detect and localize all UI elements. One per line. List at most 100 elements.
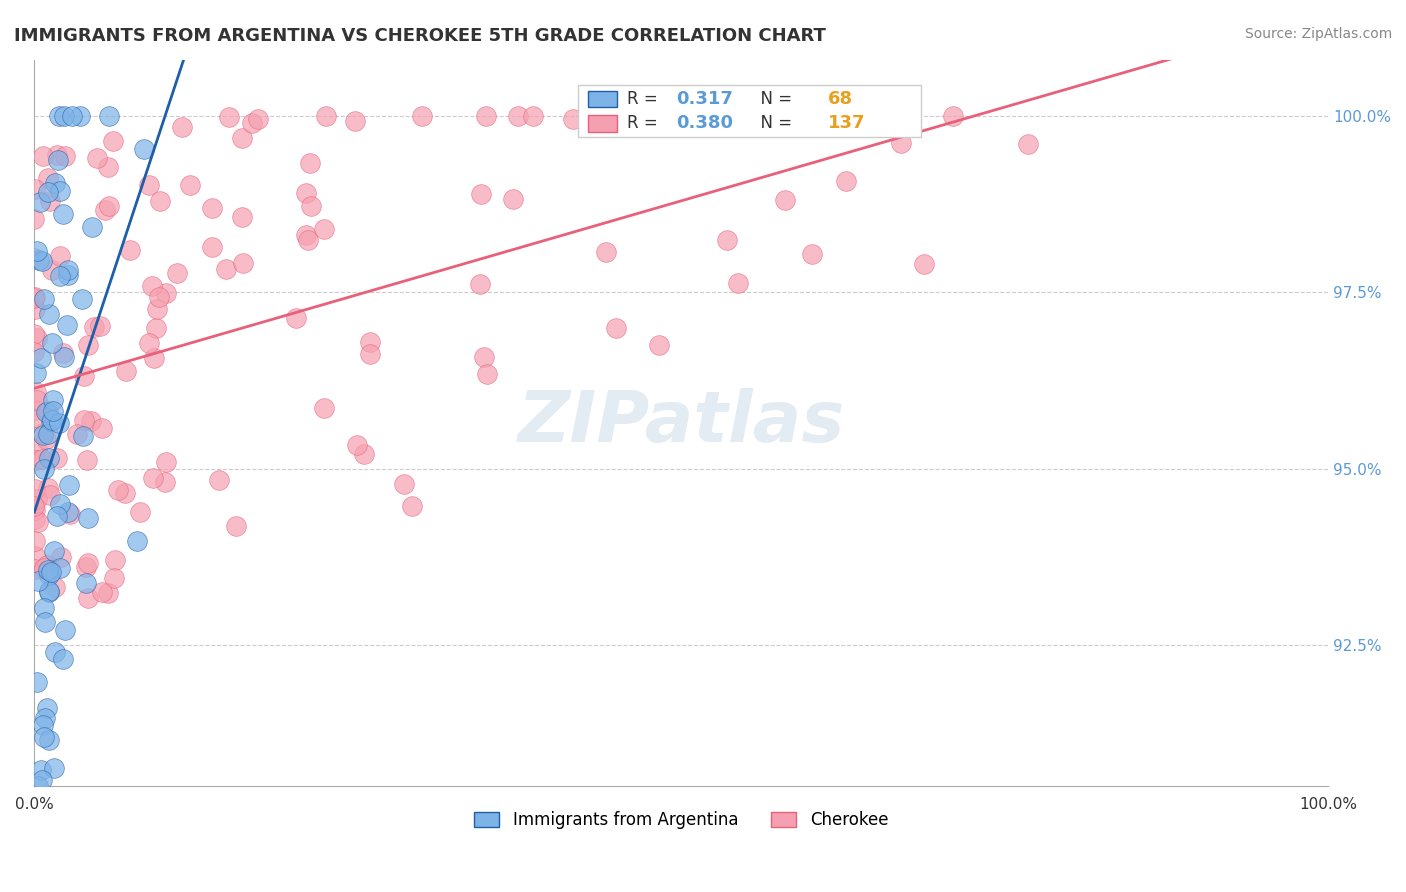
Point (42, 761, 65, 775)
Point (522, 109, 544, 123)
Point (114, 485, 136, 500)
Point (30, 351, 52, 366)
Point (155, 285, 177, 300)
Point (1017, 136, 1039, 151)
Point (32, 560, 55, 574)
Point (52, 109, 75, 123)
Legend: Immigrants from Argentina, Cherokee: Immigrants from Argentina, Cherokee (468, 805, 896, 836)
Point (41, 413, 63, 427)
Point (56, 318, 79, 333)
Point (48, 184, 70, 198)
Point (38, 584, 60, 599)
Point (48, 249, 70, 263)
Point (38, 733, 60, 747)
Point (38, 584, 60, 599)
Point (31, 254, 53, 268)
Point (605, 321, 627, 335)
Point (60, 109, 83, 123)
Point (86, 151, 108, 165)
Point (77, 556, 100, 570)
Point (22, 499, 45, 513)
Point (24, 482, 46, 496)
FancyBboxPatch shape (588, 115, 617, 131)
Point (145, 321, 167, 335)
Point (49, 549, 72, 564)
Point (82, 220, 104, 235)
Point (118, 243, 141, 257)
Point (34, 711, 56, 725)
Point (343, 114, 366, 128)
Point (45, 450, 67, 465)
Point (76, 452, 98, 467)
Point (72, 413, 94, 427)
Point (77, 511, 100, 525)
Point (52, 207, 75, 221)
Point (41, 565, 63, 579)
Point (38, 568, 60, 582)
Point (56, 268, 79, 283)
Point (37, 701, 59, 715)
Point (24, 452, 46, 467)
Point (201, 240, 224, 254)
Point (475, 367, 498, 381)
Point (148, 290, 170, 304)
Point (346, 437, 368, 451)
Point (727, 276, 749, 290)
Point (648, 338, 671, 352)
Point (75, 576, 97, 591)
Point (25, 403, 48, 417)
Point (27, 393, 49, 408)
Point (801, 246, 824, 260)
Point (394, 477, 416, 491)
Point (31, 451, 53, 466)
Point (142, 471, 165, 485)
Point (24, 182, 46, 196)
Point (69, 109, 91, 123)
Point (80, 414, 103, 428)
Point (225, 518, 247, 533)
Point (359, 334, 381, 349)
Point (312, 222, 335, 236)
Point (90, 421, 112, 435)
Point (94, 203, 117, 218)
Point (53, 149, 76, 163)
Point (37, 403, 59, 417)
Point (28, 252, 51, 267)
Point (470, 187, 492, 202)
Point (24, 534, 46, 549)
Point (231, 211, 253, 225)
Point (37, 427, 59, 442)
Point (75, 559, 97, 574)
Point (890, 136, 912, 151)
Point (38, 307, 60, 321)
Point (25, 367, 48, 381)
Point (475, 109, 498, 123)
Point (59, 508, 82, 522)
Point (53, 350, 76, 364)
Point (24, 561, 46, 575)
Point (942, 109, 965, 123)
Point (149, 194, 172, 209)
Point (22, 327, 45, 342)
Point (76, 337, 98, 351)
Point (83, 319, 105, 334)
Point (208, 473, 231, 487)
Point (35, 432, 58, 446)
Point (835, 174, 858, 188)
Point (46, 508, 69, 523)
Point (37, 563, 59, 577)
Text: 68: 68 (828, 90, 852, 108)
Point (48, 109, 70, 123)
Point (98, 109, 121, 123)
Point (141, 278, 163, 293)
Text: 0.380: 0.380 (676, 114, 733, 132)
Point (107, 483, 129, 497)
Point (56, 505, 79, 519)
Point (97, 586, 120, 600)
Point (24, 384, 46, 399)
Point (31, 772, 53, 787)
Point (32, 427, 55, 442)
Point (37, 481, 59, 495)
Point (66, 427, 89, 442)
Point (246, 112, 269, 127)
